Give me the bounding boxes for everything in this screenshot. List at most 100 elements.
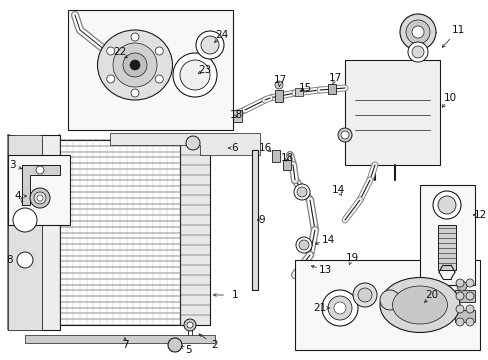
Text: 18: 18 [280,153,293,163]
Circle shape [465,292,473,300]
Circle shape [465,279,473,287]
Circle shape [407,42,427,62]
Circle shape [21,196,29,204]
Text: 21: 21 [313,303,326,313]
Circle shape [456,281,466,291]
Bar [231,110,242,122]
Bar [68,10,232,130]
Bar [283,160,290,170]
Circle shape [155,75,163,83]
Circle shape [34,192,46,204]
Text: 1: 1 [231,290,238,300]
Circle shape [168,338,182,352]
Text: 8: 8 [7,255,13,265]
Bar [294,88,303,96]
Text: 15: 15 [298,83,311,93]
Text: 5: 5 [184,345,191,355]
Circle shape [327,296,351,320]
Circle shape [130,60,140,70]
Bar [419,185,474,285]
Bar [274,90,283,102]
Circle shape [113,43,157,87]
Circle shape [411,46,423,58]
Circle shape [465,318,473,326]
Text: 2: 2 [211,340,218,350]
Circle shape [201,36,219,54]
Circle shape [274,81,283,89]
Circle shape [123,53,147,77]
Circle shape [321,290,357,326]
Circle shape [455,292,463,300]
Text: 12: 12 [472,210,486,220]
Circle shape [437,196,455,214]
Circle shape [293,184,309,200]
Circle shape [405,20,429,44]
Text: 17: 17 [328,73,341,83]
Circle shape [131,89,139,97]
Ellipse shape [97,30,172,100]
Circle shape [183,319,196,331]
Polygon shape [110,133,260,155]
Bar [294,260,479,350]
Circle shape [455,318,463,326]
Polygon shape [22,165,60,205]
Circle shape [13,208,37,232]
Circle shape [180,60,209,90]
Circle shape [399,14,435,50]
Bar [345,60,439,165]
Bar [251,150,258,290]
Text: 23: 23 [198,65,211,75]
Bar [25,335,215,343]
Text: 14: 14 [331,185,344,195]
Circle shape [340,131,348,139]
Circle shape [17,252,33,268]
Circle shape [432,191,460,219]
Circle shape [131,33,139,41]
Circle shape [295,237,311,253]
Bar [8,155,70,225]
Circle shape [185,136,200,150]
Text: 24: 24 [215,30,228,40]
Circle shape [298,240,308,250]
Bar [60,140,180,325]
Circle shape [411,26,423,38]
Ellipse shape [392,286,447,324]
Ellipse shape [379,278,459,333]
Circle shape [357,288,371,302]
Text: 14: 14 [321,235,334,245]
Bar [454,290,474,302]
Bar [454,310,474,322]
Circle shape [337,128,351,142]
Text: 18: 18 [229,110,242,120]
Text: 16: 16 [258,143,271,153]
Bar [327,84,335,94]
Bar [271,150,280,162]
Circle shape [196,31,224,59]
Text: 4: 4 [15,191,21,201]
Circle shape [155,47,163,55]
Bar [40,135,60,330]
Circle shape [36,166,44,174]
Circle shape [296,187,306,197]
Bar [180,140,209,325]
Text: 10: 10 [443,93,456,103]
Circle shape [30,188,50,208]
Bar [8,135,42,330]
Circle shape [37,195,43,201]
Circle shape [465,305,473,313]
Circle shape [455,279,463,287]
Text: 7: 7 [122,340,128,350]
Text: 17: 17 [273,75,286,85]
Circle shape [106,47,115,55]
Circle shape [173,53,217,97]
Text: 11: 11 [450,25,464,35]
Text: 19: 19 [345,253,358,263]
Text: 3: 3 [9,160,15,170]
Bar [437,225,455,270]
Circle shape [352,283,376,307]
Circle shape [186,322,193,328]
Text: 6: 6 [231,143,238,153]
Text: 20: 20 [425,290,438,300]
Text: 9: 9 [258,215,265,225]
Text: 13: 13 [318,265,331,275]
